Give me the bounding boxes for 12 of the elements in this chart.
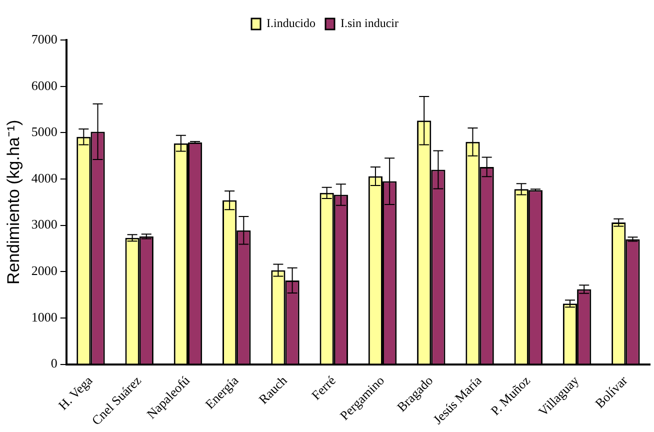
y-axis-title: Rendimiento (kg.ha⁻¹) bbox=[4, 120, 23, 285]
y-tick-label: 1000 bbox=[31, 309, 58, 324]
y-tick-label: 2000 bbox=[31, 263, 58, 278]
y-tick-label: 4000 bbox=[31, 170, 58, 186]
legend-label: I.sin inducir bbox=[340, 16, 398, 30]
y-tick-label: 7000 bbox=[31, 31, 58, 46]
y-tick-label: 3000 bbox=[31, 216, 58, 232]
legend-label: I.inducido bbox=[266, 16, 316, 30]
y-tick-label: 0 bbox=[50, 356, 58, 371]
y-tick-label: 5000 bbox=[31, 124, 58, 140]
y-tick-label: 6000 bbox=[31, 78, 58, 93]
x-tick-label: H. Vega bbox=[55, 372, 96, 413]
